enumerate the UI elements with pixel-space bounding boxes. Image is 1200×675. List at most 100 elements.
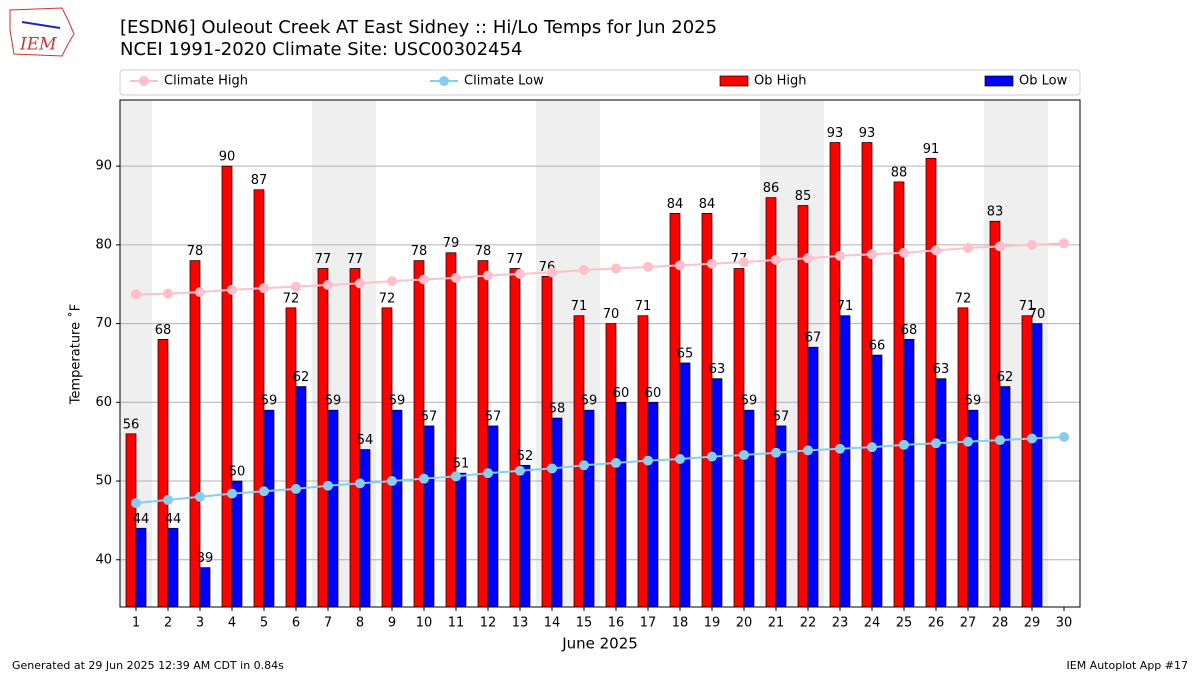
bar	[167, 527, 179, 608]
line-marker	[771, 254, 781, 265]
bar	[839, 315, 851, 608]
line-marker	[611, 263, 621, 274]
line-marker	[387, 276, 397, 287]
bar	[615, 401, 627, 608]
bar-value-label: 57	[773, 409, 790, 424]
bar	[733, 268, 745, 608]
bar-value-label: 50	[229, 465, 246, 480]
line-marker	[483, 468, 493, 479]
line-marker	[419, 274, 429, 285]
line-marker	[1059, 238, 1069, 249]
line-marker	[131, 498, 141, 509]
line-marker	[195, 491, 205, 502]
line-marker	[835, 443, 845, 454]
x-tick-label: 26	[928, 616, 945, 631]
x-tick-label: 12	[480, 616, 497, 631]
x-axis-label: June 2025	[561, 635, 638, 653]
x-tick-label: 5	[260, 616, 268, 631]
x-tick-label: 7	[324, 616, 332, 631]
x-tick-label: 21	[768, 616, 785, 631]
bar	[743, 409, 755, 608]
bar	[231, 480, 243, 608]
line-marker	[931, 438, 941, 449]
x-tick-label: 18	[672, 616, 689, 631]
line-marker	[547, 267, 557, 278]
bar-value-label: 59	[741, 394, 758, 409]
bar-value-label: 58	[549, 402, 566, 417]
logo-text: IEM	[19, 35, 57, 55]
bar	[157, 338, 169, 608]
line-marker	[291, 483, 301, 494]
bar-value-label: 59	[261, 394, 278, 409]
legend-swatch	[719, 75, 749, 87]
bar-value-label: 63	[933, 362, 950, 377]
bar-value-label: 88	[891, 165, 908, 180]
y-tick-label: 40	[95, 552, 112, 567]
line-marker	[899, 439, 909, 450]
line-marker	[707, 258, 717, 269]
bar	[263, 409, 275, 608]
line-marker	[611, 457, 621, 468]
line-marker	[995, 435, 1005, 446]
bar	[999, 386, 1011, 608]
bar	[935, 378, 947, 608]
x-tick-label: 1	[132, 616, 140, 631]
line-marker	[355, 478, 365, 489]
bar	[1021, 315, 1033, 608]
line-marker	[803, 253, 813, 264]
legend-label: Climate High	[164, 74, 248, 89]
bar	[871, 354, 883, 608]
x-tick-label: 25	[896, 616, 913, 631]
bar-value-label: 70	[1029, 307, 1046, 322]
line-marker	[515, 465, 525, 476]
bar-value-label: 60	[645, 386, 662, 401]
legend	[119, 69, 1081, 96]
line-marker	[1027, 239, 1037, 250]
bar-value-label: 78	[475, 244, 492, 259]
line-marker	[579, 265, 589, 276]
x-tick-label: 6	[292, 616, 300, 631]
bar	[381, 307, 393, 608]
bar-value-label: 59	[581, 394, 598, 409]
line-marker	[835, 250, 845, 261]
x-tick-label: 2	[164, 616, 172, 631]
bar-value-label: 71	[837, 299, 854, 314]
chart-subtitle: NCEI 1991-2020 Climate Site: USC00302454	[120, 39, 522, 60]
bar-value-label: 84	[667, 197, 684, 212]
line-marker	[1027, 433, 1037, 444]
bar-value-label: 87	[251, 173, 268, 188]
line-marker	[419, 473, 429, 484]
line-marker	[195, 287, 205, 298]
y-tick-label: 70	[95, 316, 112, 331]
line-marker	[163, 288, 173, 299]
bar-value-label: 56	[123, 417, 140, 432]
x-tick-label: 28	[992, 616, 1009, 631]
line	[135, 242, 1065, 296]
bar-value-label: 59	[325, 394, 342, 409]
line-marker	[547, 463, 557, 474]
legend-swatch-marker	[139, 76, 149, 86]
line-marker	[355, 278, 365, 289]
line-marker	[931, 245, 941, 256]
bar	[359, 449, 371, 608]
x-tick-label: 9	[388, 616, 396, 631]
line-marker	[259, 283, 269, 294]
bar-value-label: 86	[763, 181, 780, 196]
bar-value-label: 70	[603, 307, 620, 322]
bar	[423, 425, 435, 608]
line-marker	[643, 261, 653, 272]
bar-value-label: 72	[283, 291, 300, 306]
bar	[711, 378, 723, 608]
bar	[541, 275, 553, 608]
x-tick-label: 20	[736, 616, 753, 631]
y-tick-label: 80	[95, 237, 112, 252]
logo-icon	[21, 21, 61, 29]
bar	[925, 157, 937, 608]
line-marker	[483, 270, 493, 281]
bar-value-label: 65	[677, 346, 694, 361]
bar	[807, 346, 819, 608]
legend-label: Ob Low	[1019, 74, 1068, 89]
bar	[957, 307, 969, 608]
x-tick-label: 30	[1056, 616, 1073, 631]
